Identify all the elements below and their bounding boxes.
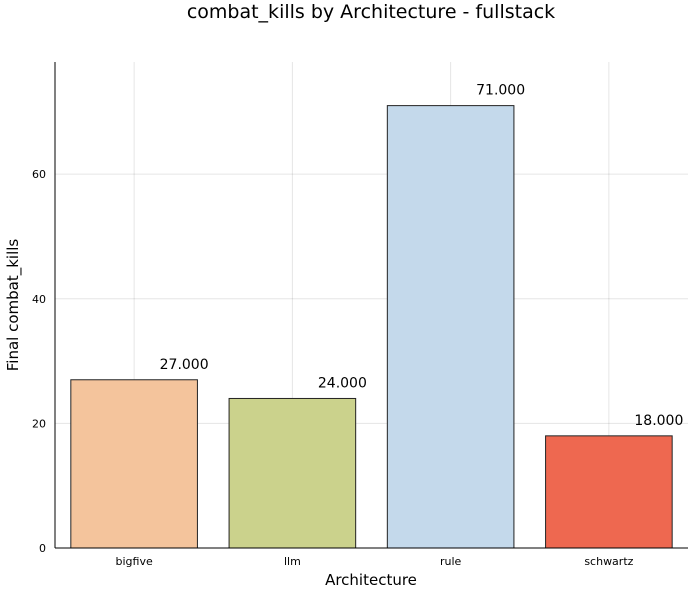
y-tick-label: 60 (32, 168, 46, 181)
bars (70, 105, 673, 549)
x-tick-label: schwartz (584, 555, 633, 568)
x-tick-label: llm (284, 555, 301, 568)
bar-schwartz (545, 435, 673, 549)
data-labels: 27.000 24.000 71.000 18.000 (160, 83, 684, 429)
x-tick-label: bigfive (116, 555, 153, 568)
y-axis-label: Final combat_kills (4, 239, 23, 372)
bar-llm (228, 397, 357, 549)
y-tick-label: 40 (32, 293, 46, 306)
bar-rule (386, 105, 515, 549)
x-tick-label: rule (440, 555, 462, 568)
chart-title: combat_kills by Architecture - fullstack (187, 1, 555, 23)
y-tick-labels: 0 20 40 60 (32, 168, 46, 555)
x-tick-labels: bigfive llm rule schwartz (116, 555, 634, 568)
data-label-llm: 24.000 (318, 375, 367, 391)
bar-bigfive (70, 379, 198, 549)
y-tick-label: 0 (39, 542, 46, 555)
axes (54, 62, 688, 549)
data-label-bigfive: 27.000 (160, 357, 209, 373)
y-tick-label: 20 (32, 417, 46, 430)
data-label-rule: 71.000 (476, 83, 525, 99)
x-axis-label: Architecture (325, 571, 417, 589)
data-label-schwartz: 18.000 (634, 413, 683, 429)
